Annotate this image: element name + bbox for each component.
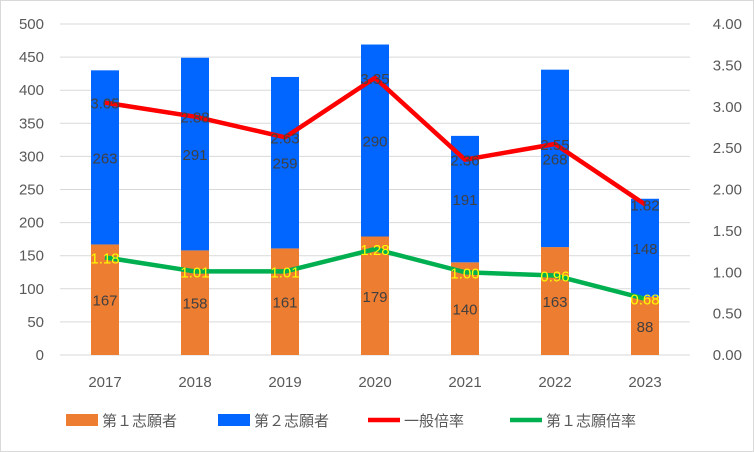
x-tick-label: 2023: [628, 374, 661, 391]
x-tick-label: 2020: [358, 374, 391, 391]
bar-first-choice: [361, 236, 389, 355]
bar-second-choice: [181, 57, 209, 251]
y2-tick-label: 3.50: [713, 57, 742, 74]
bar-second-choice: [631, 198, 659, 297]
line-general-ratio: [104, 75, 647, 207]
data-label-ratio: 2.63: [270, 130, 299, 147]
legend-label: 一般倍率: [404, 413, 464, 430]
data-label-first-choice: 179: [362, 289, 387, 306]
data-label-second-choice: 268: [542, 151, 567, 168]
bar-first-choice: [451, 262, 479, 355]
data-label-second-choice: 191: [452, 192, 477, 209]
y2-tick-label: 1.00: [713, 264, 742, 281]
data-label-first-choice: 167: [92, 293, 117, 310]
data-label-ratio: 2.36: [450, 153, 479, 170]
legend-label: 第１志願倍率: [546, 412, 636, 430]
data-label-second-choice: 259: [272, 156, 297, 173]
bar-first-choice: [541, 247, 569, 355]
y2-tick-label: 0.00: [713, 347, 742, 364]
y2-tick-label: 2.00: [713, 182, 742, 199]
data-label-first-choice: 163: [542, 294, 567, 311]
data-label-ratio: 2.88: [180, 110, 209, 127]
data-label-first-choice: 161: [272, 295, 297, 312]
data-label-second-choice: 263: [92, 150, 117, 167]
y-tick-label: 450: [19, 49, 44, 66]
bar-second-choice: [91, 70, 119, 245]
y-tick-label: 50: [27, 314, 44, 331]
y-tick-label: 250: [19, 182, 44, 199]
bar-first-choice: [631, 296, 659, 355]
legend-swatch: [66, 414, 98, 426]
y2-tick-label: 1.50: [713, 223, 742, 240]
data-label-ratio: 1.01: [270, 264, 299, 281]
data-label-ratio: 3.35: [360, 71, 389, 88]
y-tick-label: 100: [19, 281, 44, 298]
data-label-second-choice: 290: [362, 134, 387, 151]
data-label-ratio: 2.55: [540, 137, 569, 154]
data-label-ratio: 1.01: [180, 264, 209, 281]
y2-tick-label: 4.00: [713, 16, 742, 33]
line-first-choice-ratio: [104, 246, 646, 301]
x-tick-label: 2021: [448, 374, 481, 391]
y-tick-label: 300: [19, 148, 44, 165]
data-label-ratio: 1.18: [90, 250, 119, 267]
data-label-ratio: 1.82: [630, 197, 659, 214]
y-tick-label: 350: [19, 115, 44, 132]
y-tick-label: 200: [19, 215, 44, 232]
data-label-second-choice: 291: [182, 147, 207, 164]
bar-second-choice: [541, 69, 569, 248]
x-tick-label: 2017: [88, 374, 121, 391]
y-tick-label: 400: [19, 82, 44, 99]
y2-tick-label: 0.50: [713, 306, 742, 323]
data-label-first-choice: 158: [182, 296, 207, 313]
bar-first-choice: [271, 248, 299, 355]
y2-tick-label: 2.50: [713, 140, 742, 157]
data-label-second-choice: 148: [632, 241, 657, 258]
x-tick-label: 2022: [538, 374, 571, 391]
y-tick-label: 500: [19, 16, 44, 33]
y-tick-label: 0: [36, 347, 44, 364]
bar-first-choice: [91, 244, 119, 355]
bar-second-choice: [271, 76, 299, 249]
data-label-ratio: 3.05: [90, 96, 119, 113]
x-tick-label: 2019: [268, 374, 301, 391]
x-tick-label: 2018: [178, 374, 211, 391]
legend-swatch: [218, 414, 250, 426]
data-label-ratio: 1.28: [360, 242, 389, 259]
legend-label: 第２志願者: [254, 412, 329, 430]
legend-label: 第１志願者: [102, 412, 177, 430]
y-tick-label: 150: [19, 248, 44, 265]
data-label-ratio: 1.00: [450, 265, 479, 282]
y2-tick-label: 3.00: [713, 99, 742, 116]
data-label-ratio: 0.96: [540, 269, 569, 286]
data-label-first-choice: 88: [637, 319, 654, 336]
data-label-ratio: 0.68: [630, 292, 659, 309]
data-label-first-choice: 140: [452, 302, 477, 319]
